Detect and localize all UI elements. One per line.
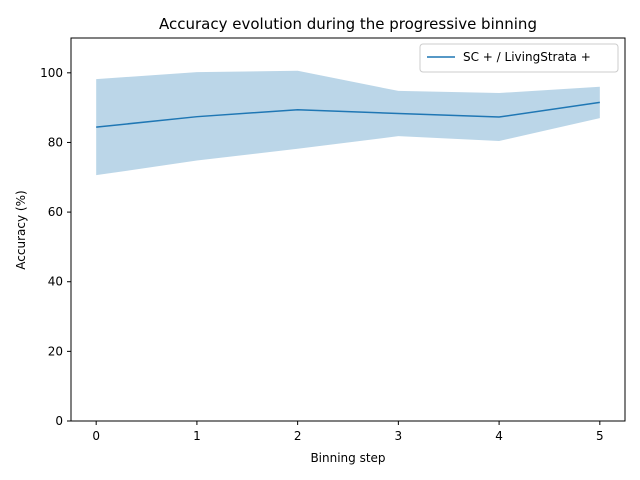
y-tick-label: 20 [48,344,63,358]
y-tick-label: 60 [48,205,63,219]
legend-box [419,43,619,73]
chart-title: Accuracy evolution during the progressiv… [159,15,537,33]
legend: SC + / LivingStrata + [419,43,619,73]
x-tick-label: 3 [395,429,403,443]
x-tick-label: 2 [294,429,302,443]
y-axis: 0 20 40 60 80 100 [40,66,71,428]
plot-area [96,70,600,176]
y-tick-label: 0 [55,414,63,428]
y-tick-label: 80 [48,135,63,149]
x-tick-label: 5 [596,429,604,443]
y-axis-label: Accuracy (%) [14,190,28,269]
x-axis: 0 1 2 3 4 5 [92,421,604,443]
series-0-band [96,70,600,176]
axes-frame [70,37,626,422]
x-axis-label: Binning step [310,451,385,465]
x-tick-label: 4 [495,429,503,443]
y-tick-label: 100 [40,66,63,80]
x-tick-label: 0 [92,429,100,443]
legend-entry-label: SC + / LivingStrata + [463,50,591,64]
y-tick-label: 40 [48,275,63,289]
x-tick-label: 1 [193,429,201,443]
series-0-line [96,101,600,128]
